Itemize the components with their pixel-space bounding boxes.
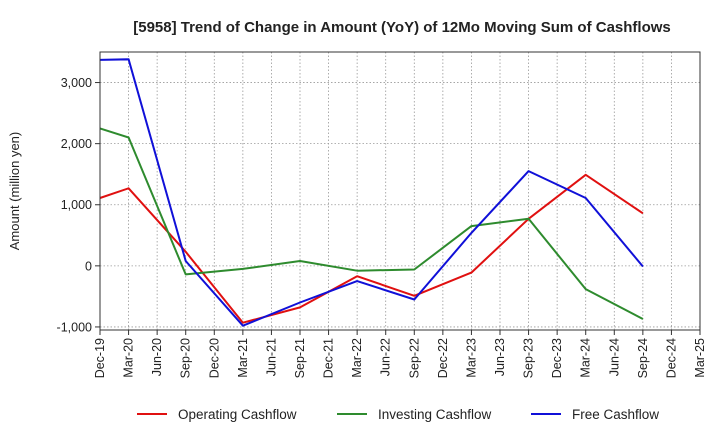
x-tick-label: Mar-24: [579, 338, 593, 378]
x-tick-label: Mar-22: [350, 338, 364, 378]
x-tick-label: Mar-20: [122, 338, 136, 378]
x-tick-label: Dec-23: [550, 338, 564, 378]
chart-title: [5958] Trend of Change in Amount (YoY) o…: [133, 19, 671, 36]
y-tick-label: 1,000: [61, 198, 92, 212]
x-tick-label: Jun-20: [150, 338, 164, 376]
x-tick-label: Jun-24: [607, 338, 621, 376]
x-tick-label: Mar-23: [464, 338, 478, 378]
series-line-free-cashflow: [99, 58, 644, 327]
x-tick-label: Sep-24: [636, 338, 650, 378]
x-tick-label: Mar-25: [693, 338, 707, 378]
x-tick-label: Jun-22: [379, 338, 393, 376]
x-tick-label: Jun-21: [264, 338, 278, 376]
series-group: [99, 58, 644, 327]
y-axis-label: Amount (million yen): [7, 132, 22, 251]
x-tick-label: Mar-21: [236, 338, 250, 378]
legend: Operating Cashflow Investing Cashflow Free…: [137, 407, 659, 422]
legend-label: Free Cashflow: [572, 407, 659, 422]
y-tick-label: 3,000: [61, 76, 92, 90]
y-tick-label: 2,000: [61, 137, 92, 151]
x-tick-label: Dec-20: [207, 338, 221, 378]
series-line-investing-cashflow: [99, 127, 644, 320]
x-tick-label: Sep-20: [179, 338, 193, 378]
x-tick-label: Jun-23: [493, 338, 507, 376]
grid: [100, 52, 700, 330]
x-tick-label: Dec-19: [93, 338, 107, 378]
y-tick-label: 0: [85, 259, 92, 273]
x-tick-label: Sep-22: [407, 338, 421, 378]
x-tick-label: Dec-24: [664, 338, 678, 378]
plot-frame: [99, 51, 701, 331]
legend-label: Investing Cashflow: [378, 407, 492, 422]
y-ticks: -1,000 0 1,000 2,000 3,000: [57, 76, 100, 334]
legend-label: Operating Cashflow: [178, 407, 297, 422]
y-tick-label: -1,000: [57, 320, 92, 334]
x-ticks: Dec-19 Mar-20 Jun-20 Sep-20 Dec-20 Mar-21 Jun-…: [93, 330, 707, 378]
x-tick-label: Sep-23: [522, 338, 536, 378]
x-tick-label: Dec-22: [436, 338, 450, 378]
x-tick-label: Sep-21: [293, 338, 307, 378]
x-tick-label: Dec-21: [322, 338, 336, 378]
